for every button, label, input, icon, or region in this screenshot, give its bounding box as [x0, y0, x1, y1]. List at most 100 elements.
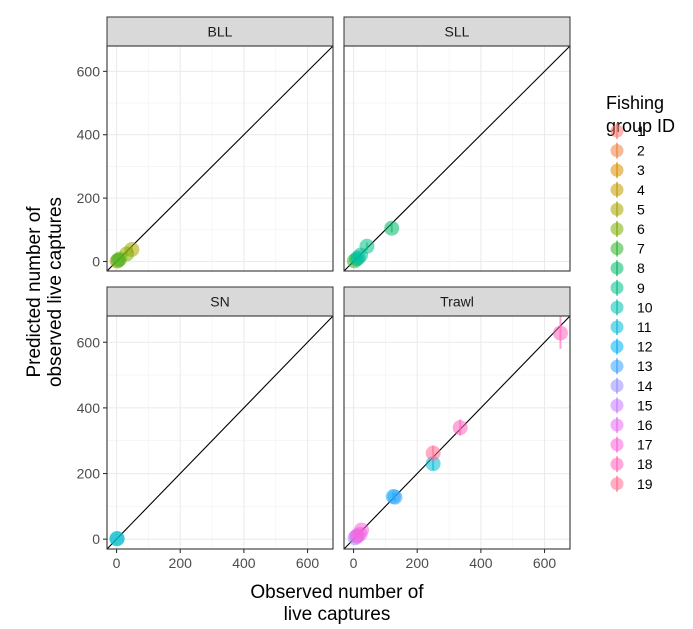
data-layer-trawl [344, 316, 570, 549]
legend-key-point [610, 359, 624, 373]
legend-item-11: 11 [610, 319, 652, 335]
point-group-18 [552, 325, 568, 341]
point-group-11 [425, 456, 441, 472]
legend-key-point [610, 398, 624, 412]
point-group-7 [110, 252, 126, 268]
legend-item-8: 8 [610, 260, 645, 277]
legend-label: 19 [637, 476, 653, 492]
legend-key-point [610, 281, 624, 295]
legend-key-point [610, 222, 624, 236]
legend-item-2: 2 [610, 142, 645, 159]
point-group-10 [350, 250, 366, 266]
legend-item-3: 3 [610, 162, 645, 179]
legend-label: 10 [637, 299, 653, 315]
legend-label: 4 [637, 182, 645, 198]
legend-item-4: 4 [610, 181, 645, 198]
legend-item-12: 12 [610, 338, 653, 355]
panel-border-sll [343, 45, 571, 272]
legend-item-19: 19 [610, 475, 653, 492]
y-tick-label: 0 [92, 253, 100, 269]
reference-line-sll [344, 46, 570, 271]
legend-label: 7 [637, 241, 645, 257]
x-tick-label: 400 [469, 555, 493, 571]
reference-line-sn [107, 316, 333, 549]
legend-key-point [610, 477, 624, 491]
legend-item-10: 10 [610, 299, 653, 316]
legend-key-point [610, 438, 624, 452]
x-axis-title-line-1: Observed number of [250, 582, 424, 603]
legend-label: 11 [637, 319, 652, 335]
y-axis-title-line-1: Predicted number of [24, 206, 45, 378]
x-tick-label: 600 [296, 555, 320, 571]
legend-label: 5 [637, 201, 645, 217]
legend-key-point [610, 379, 624, 393]
y-tick-label: 0 [92, 531, 100, 547]
legend-label: 16 [637, 417, 653, 433]
panel-border-sn [106, 315, 334, 550]
facet-strip-label-bll: BLL [208, 24, 233, 40]
y-tick-label: 600 [77, 334, 101, 350]
legend-key-point [610, 202, 624, 216]
y-tick-label: 400 [77, 127, 101, 143]
facet-strip-label-sn: SN [210, 294, 229, 310]
panel-border-trawl [343, 315, 571, 550]
y-tick-label: 200 [77, 466, 101, 482]
y-tick-label: 400 [77, 400, 101, 416]
legend-item-5: 5 [610, 201, 645, 218]
facet-sll: SLL [343, 16, 571, 272]
facet-strip-sn [106, 286, 334, 317]
legend-item-9: 9 [610, 279, 645, 296]
legend-key-point [610, 183, 624, 197]
legend-key-point [610, 242, 624, 256]
point-group-13 [387, 489, 403, 505]
legend-label: 3 [637, 162, 645, 178]
panel-border-bll [106, 45, 334, 272]
reference-line-bll [107, 46, 333, 271]
facet-strip-trawl [343, 286, 571, 317]
x-tick-label: 0 [113, 555, 121, 571]
data-layer-sll [344, 46, 570, 271]
facet-strip-label-sll: SLL [445, 24, 470, 40]
legend: Fishing group ID 12345678910111213141516… [606, 93, 675, 492]
legend-label: 6 [637, 221, 645, 237]
legend-key-point [610, 144, 624, 158]
facet-sn: SN 0 200 400 600 0 200 400 600 [77, 286, 334, 571]
legend-label: 8 [637, 260, 645, 276]
facet-strip-label-trawl: Trawl [440, 294, 474, 310]
legend-label: 1 [637, 123, 645, 139]
legend-item-18: 18 [610, 456, 653, 473]
legend-title-line-1: Fishing [606, 93, 664, 113]
legend-item-17: 17 [610, 436, 653, 453]
legend-item-6: 6 [610, 221, 645, 237]
x-tick-label: 200 [169, 555, 193, 571]
legend-label: 12 [637, 339, 653, 355]
point-group-18 [452, 420, 468, 436]
legend-item-14: 14 [610, 377, 653, 394]
legend-key-point [610, 163, 624, 177]
point-group-19 [425, 445, 441, 461]
legend-item-7: 7 [610, 240, 645, 257]
x-tick-label: 200 [406, 555, 430, 571]
y-axis-title: Predicted number of observed live captur… [24, 197, 66, 387]
x-tick-label: 400 [232, 555, 256, 571]
legend-label: 17 [637, 437, 653, 453]
legend-item-15: 15 [610, 397, 653, 414]
legend-item-16: 16 [610, 417, 653, 433]
legend-item-13: 13 [610, 358, 653, 375]
legend-label: 2 [637, 143, 645, 159]
legend-label: 18 [637, 456, 653, 472]
point-group-17 [349, 528, 365, 544]
legend-key-point [610, 300, 624, 314]
legend-key-point [610, 320, 624, 334]
y-axis-title-line-2: observed live captures [45, 197, 66, 387]
x-axis-title: Observed number of live captures [250, 582, 424, 625]
facet-bll: BLL 0 200 400 600 [77, 16, 334, 272]
point-group-11 [109, 530, 125, 546]
legend-label: 9 [637, 280, 645, 296]
data-layer-sn [107, 316, 333, 549]
legend-key-point [610, 418, 624, 432]
legend-key-point [610, 340, 624, 354]
facet-strip-bll [106, 16, 334, 47]
